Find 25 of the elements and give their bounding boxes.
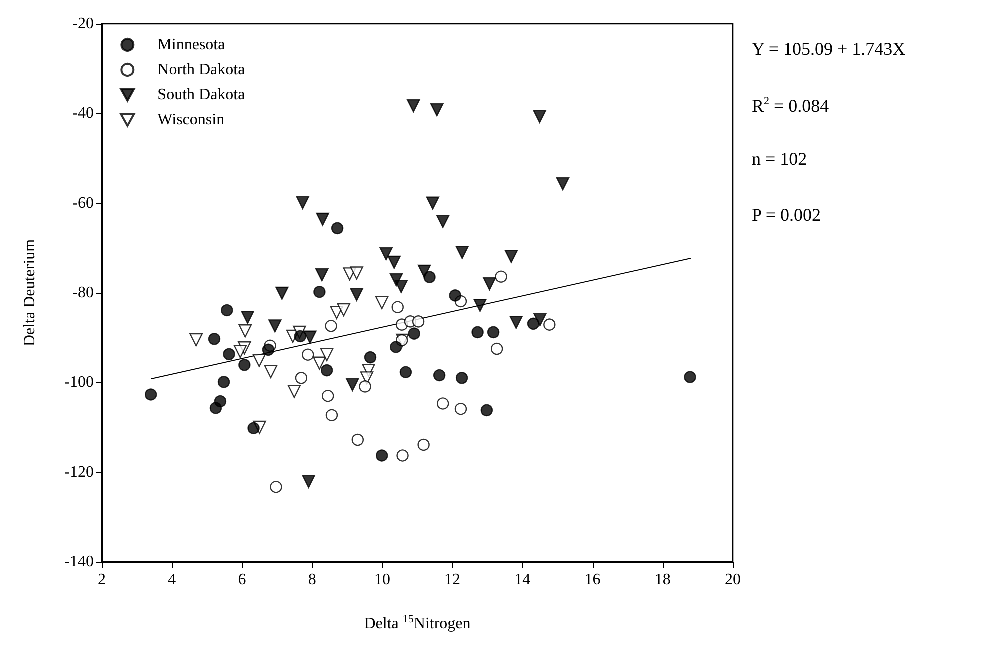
legend-label: North Dakota	[158, 62, 246, 78]
y-tick-label: -120	[64, 464, 94, 481]
x-tick-label: 8	[308, 572, 316, 588]
text: n = 102	[752, 149, 808, 169]
y-tick-label: -100	[64, 374, 94, 392]
legend-label: Wisconsin	[158, 112, 225, 128]
y-tick-label: -80	[72, 284, 94, 302]
x-tick-label: 20	[725, 572, 741, 588]
x-tick-label: 4	[168, 572, 176, 588]
y-tick-label: -60	[72, 194, 94, 212]
legend-label: South Dakota	[158, 86, 246, 104]
x-tick-label: 10	[374, 572, 390, 588]
y-axis-title: Delta Deuterium	[22, 238, 38, 347]
x-tick-label: 14	[514, 572, 531, 588]
y-tick-label: -40	[72, 105, 94, 122]
legend-label: Minnesota	[158, 36, 226, 54]
text: Y = 105.09 + 1.743X	[752, 39, 906, 59]
x-tick-label: 16	[584, 572, 601, 588]
text: P = 0.002	[752, 205, 821, 225]
y-tick-label: -140	[64, 554, 94, 570]
y-tick-label: -20	[72, 16, 94, 32]
x-tick-label: 18	[654, 572, 671, 588]
x-tick-label: 12	[444, 572, 461, 588]
x-tick-label: 2	[98, 572, 106, 588]
x-tick-label: 6	[238, 572, 246, 588]
